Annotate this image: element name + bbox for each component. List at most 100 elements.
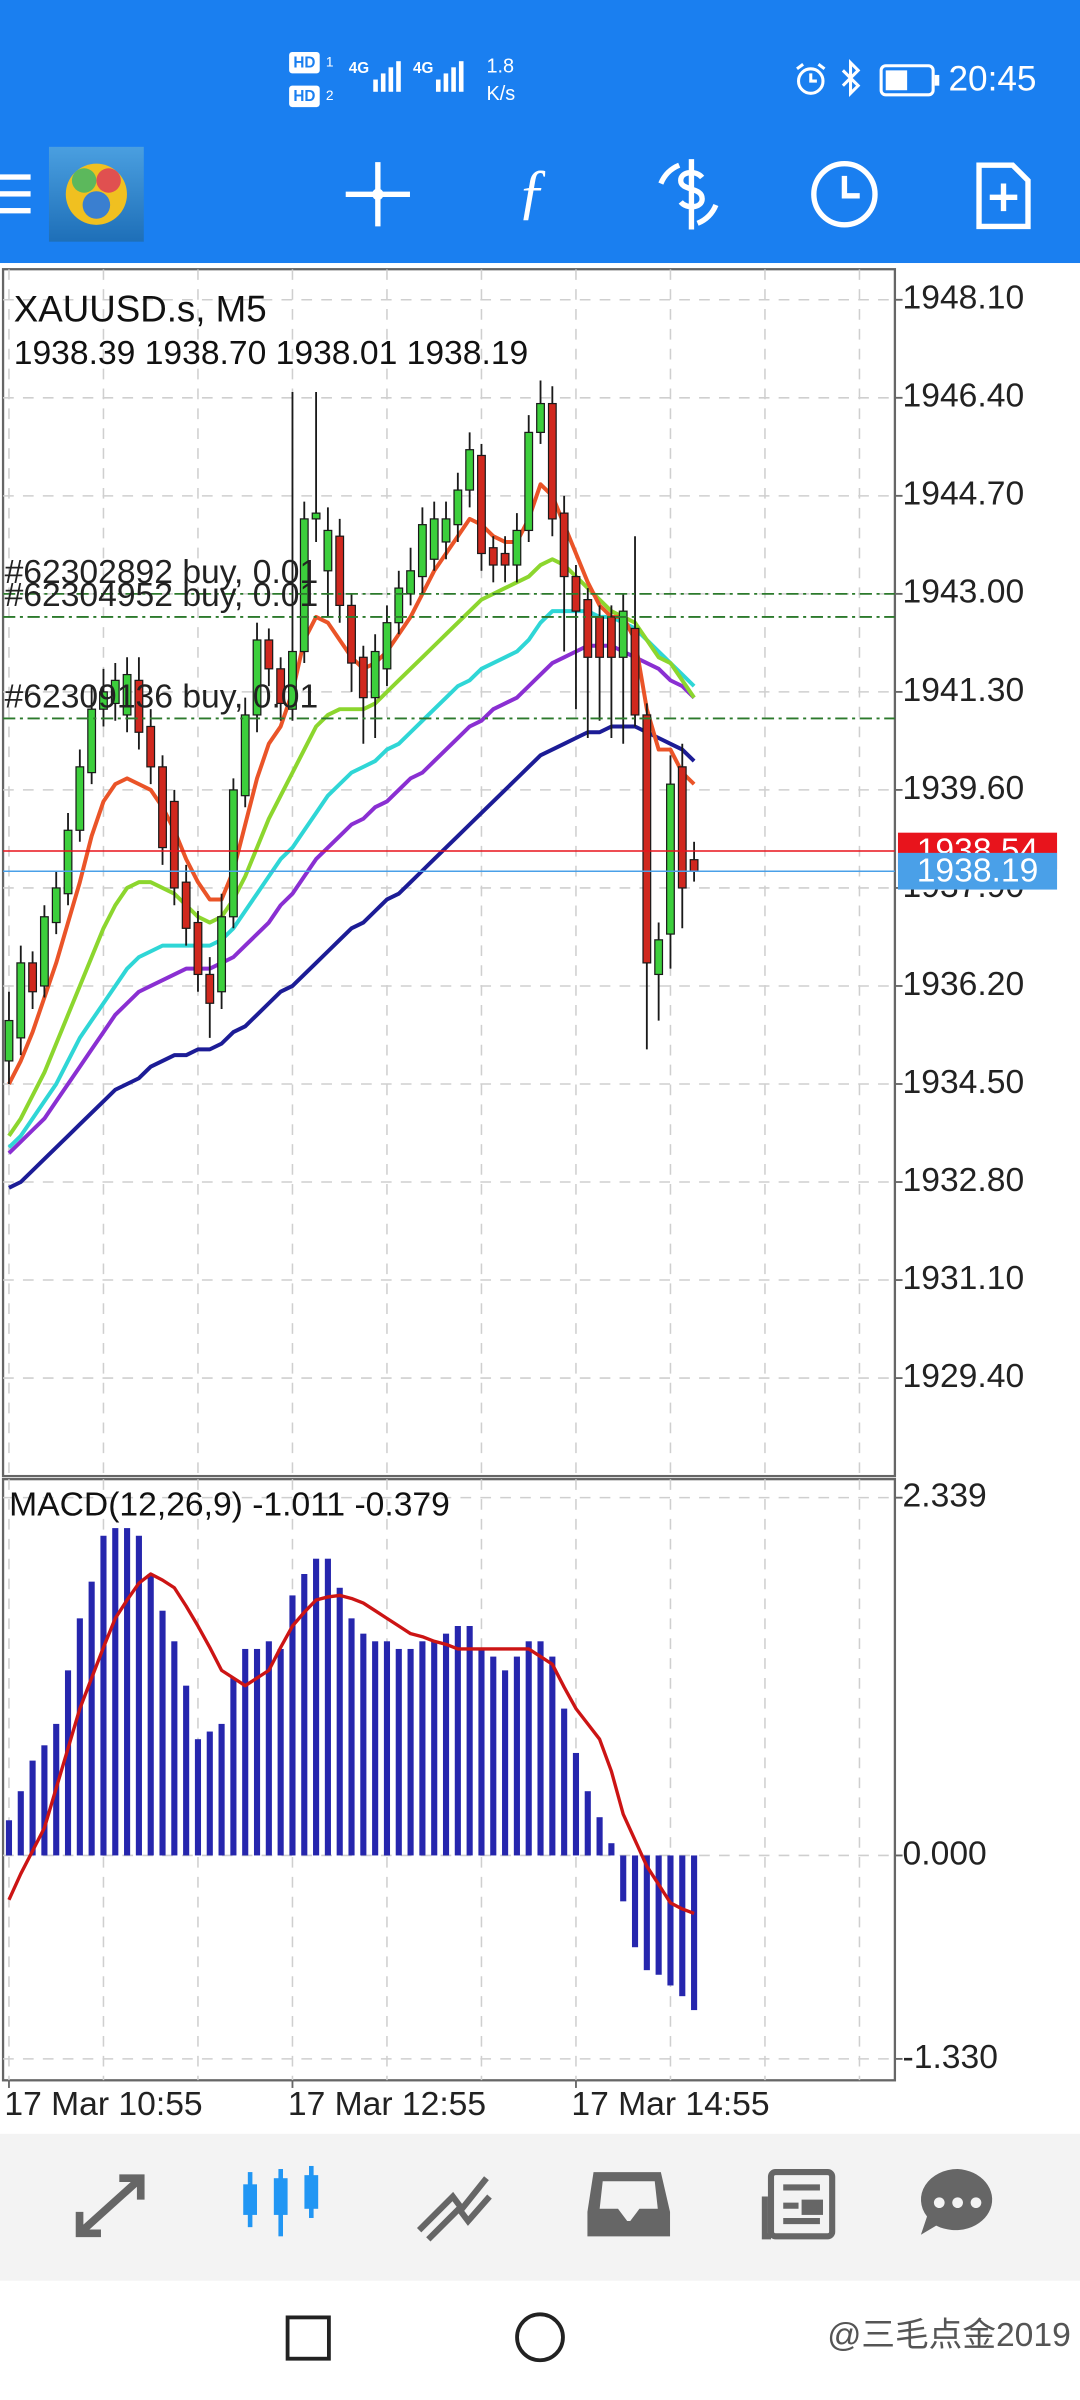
histogram-bar <box>242 1648 249 1856</box>
histogram-bar <box>407 1648 414 1856</box>
bottom-nav <box>0 2133 1080 2281</box>
histogram-bar <box>572 1752 580 1856</box>
histogram-bar <box>620 1855 627 1902</box>
candle-body <box>536 402 545 434</box>
candle-body <box>16 962 26 1039</box>
x-tick-label: 17 Mar 10:55 <box>4 2086 202 2123</box>
histogram-bar <box>230 1678 237 1856</box>
histogram-bar <box>206 1731 213 1856</box>
histogram-bar <box>324 1558 331 1856</box>
trade-tab[interactable] <box>416 2176 492 2242</box>
histogram-bar <box>643 1855 650 1971</box>
y-tick-label: 1943.00 <box>903 574 1025 611</box>
battery-icon <box>879 64 940 97</box>
histogram-bar <box>608 1843 615 1856</box>
net-speed-unit: K/s <box>486 83 515 105</box>
order-label: #62309136 buy, 0.01 <box>5 678 319 715</box>
histogram-bar <box>336 1587 343 1856</box>
histogram-bar <box>76 1618 83 1856</box>
recents-button[interactable] <box>285 2315 331 2361</box>
sim-badge <box>289 52 320 74</box>
candle-body <box>134 679 144 733</box>
histogram-bar <box>525 1641 532 1856</box>
candle-body <box>547 402 557 520</box>
menu-button[interactable] <box>0 174 31 214</box>
candle-body <box>158 766 167 849</box>
sim-label: HD <box>293 55 315 72</box>
y-tick-label: 1948.10 <box>903 280 1025 317</box>
sim-slot: 2 <box>326 88 334 103</box>
histogram-bar <box>112 1528 119 1856</box>
candle-body <box>382 622 392 670</box>
y-tick-label: -1.330 <box>903 2039 998 2076</box>
x-tick-label: 17 Mar 14:55 <box>571 2086 769 2123</box>
y-tick-label: 1944.70 <box>903 476 1025 513</box>
histogram-bar <box>466 1626 473 1856</box>
candle-body <box>689 859 699 872</box>
histogram-bar <box>183 1685 190 1856</box>
main-panel <box>1 268 897 1478</box>
indicators-button[interactable]: ƒ <box>517 157 548 225</box>
quotes-tab[interactable] <box>75 2174 145 2238</box>
macd-panel <box>1 1478 897 2082</box>
histogram-bar <box>383 1641 391 1856</box>
chat-tab[interactable] <box>920 2169 993 2235</box>
candle-body <box>75 766 85 831</box>
histogram-bar <box>419 1641 426 1856</box>
histogram-bar <box>301 1573 308 1856</box>
home-button[interactable] <box>515 2312 565 2363</box>
histogram-bar <box>395 1648 402 1856</box>
histogram-bar <box>348 1618 355 1856</box>
candle-body <box>453 489 463 526</box>
watermark: @三毛点金2019 <box>827 2316 1071 2354</box>
signal-icon <box>373 61 401 92</box>
sim-slot: 1 <box>326 54 334 69</box>
news-tab[interactable] <box>761 2169 836 2240</box>
bluetooth-icon <box>841 59 861 98</box>
crosshair-button[interactable] <box>345 162 410 227</box>
moving-average-line <box>7 643 696 1155</box>
histogram-bar <box>561 1708 568 1856</box>
histogram-bar <box>631 1855 639 1948</box>
candle-body <box>606 616 616 658</box>
candle-body <box>512 529 522 566</box>
candle-body <box>110 679 120 705</box>
history-tab[interactable] <box>587 2172 671 2237</box>
histogram-bar <box>679 1855 686 1997</box>
candle-body <box>28 962 38 993</box>
histogram-bar <box>88 1581 95 1856</box>
candle-body <box>299 518 309 653</box>
candle-body <box>228 789 238 918</box>
candle-body <box>252 639 262 716</box>
candle-body <box>677 766 687 889</box>
histogram-bar <box>431 1641 438 1856</box>
candle-body <box>240 714 250 797</box>
candle-body <box>465 449 475 491</box>
histogram-bar <box>265 1641 272 1856</box>
main-plot: #62302892 buy, 0.01#62304952 buy, 0.01 #6… <box>3 380 895 1190</box>
period-button[interactable] <box>811 160 878 228</box>
histogram-bar <box>537 1641 544 1856</box>
chart-tab[interactable] <box>243 2165 319 2237</box>
candle-body <box>417 524 427 578</box>
y-tick-label: 2.339 <box>903 1478 987 1515</box>
candle-body <box>347 604 356 664</box>
candle-body <box>181 881 191 929</box>
candle-body <box>406 570 416 595</box>
candle-body <box>583 599 593 658</box>
app-logo[interactable] <box>48 146 144 242</box>
candle-body <box>642 714 652 964</box>
histogram-bar <box>194 1739 202 1856</box>
candle-body <box>394 587 404 624</box>
template-button[interactable] <box>976 162 1031 230</box>
candle-body <box>595 616 605 658</box>
price-badge-label: 1938.19 <box>917 853 1039 890</box>
candle-body <box>4 1019 14 1062</box>
trade-button[interactable] <box>658 159 719 230</box>
candle-body <box>477 454 486 555</box>
candle-body <box>264 639 274 670</box>
sim-badge <box>289 85 320 108</box>
macd-plot <box>5 1528 698 2011</box>
candle-body <box>311 512 321 520</box>
network-label: 4G <box>349 60 369 77</box>
